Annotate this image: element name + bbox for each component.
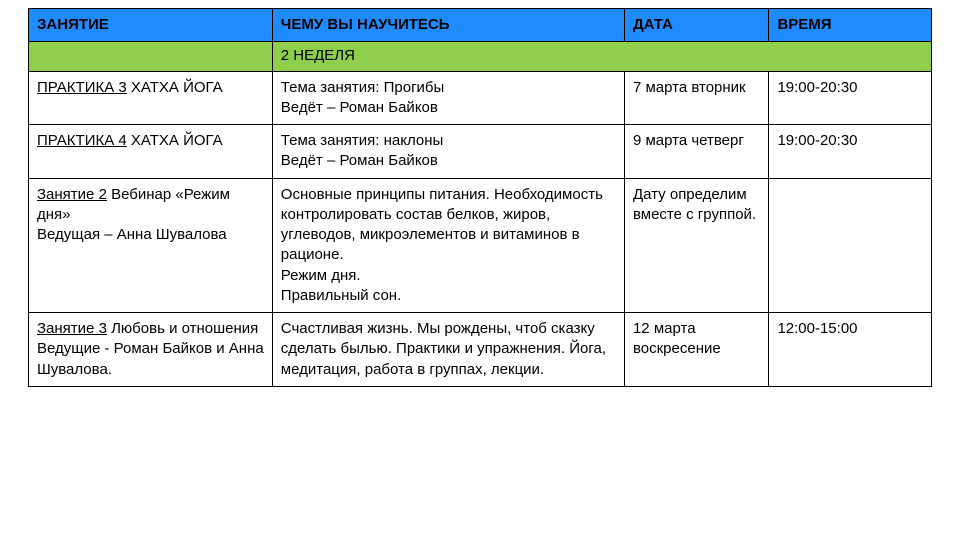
table-row: ПРАКТИКА 3 ХАТХА ЙОГАТема занятия: Проги… (29, 71, 932, 125)
cell-date: 7 марта вторник (624, 71, 768, 125)
col-time: ВРЕМЯ (769, 9, 932, 42)
cell-date: 12 марта воскресение (624, 313, 768, 387)
section-label: 2 НЕДЕЛЯ (272, 42, 931, 71)
cell-time (769, 178, 932, 313)
header-row: ЗАНЯТИЕ ЧЕМУ ВЫ НАУЧИТЕСЬ ДАТА ВРЕМЯ (29, 9, 932, 42)
activity-rest: ХАТХА ЙОГА (127, 79, 223, 96)
activity-underline: ПРАКТИКА 3 (37, 79, 127, 96)
cell-topic: Основные принципы питания. Необходимость… (272, 178, 624, 313)
col-date: ДАТА (624, 9, 768, 42)
col-activity: ЗАНЯТИЕ (29, 9, 273, 42)
cell-time: 19:00-20:30 (769, 125, 932, 179)
table-row: ПРАКТИКА 4 ХАТХА ЙОГАТема занятия: накло… (29, 125, 932, 179)
cell-activity: Занятие 2 Вебинар «Режим дня»Ведущая – А… (29, 178, 273, 313)
section-spacer (29, 42, 273, 71)
table-row: Занятие 2 Вебинар «Режим дня»Ведущая – А… (29, 178, 932, 313)
cell-time: 19:00-20:30 (769, 71, 932, 125)
cell-date: 9 марта четверг (624, 125, 768, 179)
activity-underline: ПРАКТИКА 4 (37, 132, 127, 149)
col-topic: ЧЕМУ ВЫ НАУЧИТЕСЬ (272, 9, 624, 42)
cell-activity: ПРАКТИКА 4 ХАТХА ЙОГА (29, 125, 273, 179)
table-body: ПРАКТИКА 3 ХАТХА ЙОГАТема занятия: Проги… (29, 71, 932, 386)
cell-topic: Счастливая жизнь. Мы рождены, чтоб сказк… (272, 313, 624, 387)
activity-underline: Занятие 2 (37, 186, 107, 203)
table-row: Занятие 3 Любовь и отношенияВедущие - Ро… (29, 313, 932, 387)
cell-topic: Тема занятия: наклоныВедёт – Роман Байко… (272, 125, 624, 179)
cell-topic: Тема занятия: ПрогибыВедёт – Роман Байко… (272, 71, 624, 125)
section-row: 2 НЕДЕЛЯ (29, 42, 932, 71)
cell-activity: Занятие 3 Любовь и отношенияВедущие - Ро… (29, 313, 273, 387)
cell-time: 12:00-15:00 (769, 313, 932, 387)
cell-date: Дату определим вместе с группой. (624, 178, 768, 313)
cell-activity: ПРАКТИКА 3 ХАТХА ЙОГА (29, 71, 273, 125)
activity-underline: Занятие 3 (37, 320, 107, 337)
schedule-table: ЗАНЯТИЕ ЧЕМУ ВЫ НАУЧИТЕСЬ ДАТА ВРЕМЯ 2 Н… (28, 8, 932, 387)
activity-rest: ХАТХА ЙОГА (127, 132, 223, 149)
